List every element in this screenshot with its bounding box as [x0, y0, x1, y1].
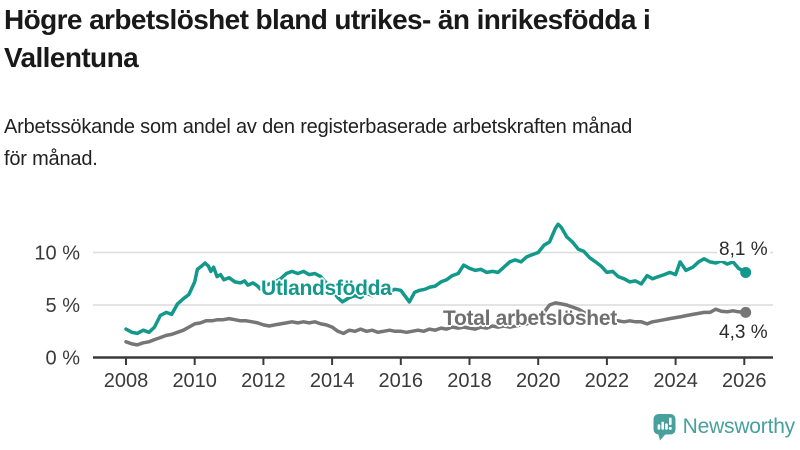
newsworthy-logo-text: Newsworthy — [682, 415, 796, 438]
newsworthy-logo[interactable]: Newsworthy — [653, 413, 795, 441]
x-tick-label-2010: 2010 — [172, 370, 217, 392]
x-tick-label-2018: 2018 — [447, 370, 492, 392]
line-series-utlandsfodda — [124, 222, 748, 336]
x-tick-label-2022: 2022 — [585, 370, 630, 392]
y-tick-label-10: 10 % — [34, 243, 80, 265]
x-tick-label-2014: 2014 — [310, 370, 355, 392]
page-title-line-2: Vallentuna — [4, 42, 139, 73]
y-tick-label-5: 5 % — [46, 295, 81, 317]
end-dot-utlandsfodda — [740, 266, 752, 278]
page-title-line-1: Högre arbetslöshet bland utrikes- än inr… — [4, 4, 651, 35]
page-subtitle-line-2: för månad. — [4, 148, 98, 170]
end-value-label-utlandsfodda: 8,1 % — [717, 239, 770, 261]
end-value-label-total: 4,3 % — [717, 322, 770, 344]
series-label-total-arbetsloshet: Total arbetslöshet — [443, 307, 617, 330]
newsworthy-logo-icon — [653, 414, 676, 441]
line-series-total — [124, 301, 748, 347]
x-tick-label-2024: 2024 — [653, 370, 698, 392]
x-tick-label-2016: 2016 — [379, 370, 424, 392]
x-tick-label-2008: 2008 — [104, 370, 149, 392]
page-subtitle-line-1: Arbetssökande som andel av den registerb… — [4, 116, 633, 138]
x-tick-label-2020: 2020 — [516, 370, 561, 392]
series-label-utlandsfodda: Utlandsfödda — [261, 277, 392, 300]
end-dot-total — [740, 306, 752, 318]
x-tick-label-2026: 2026 — [722, 370, 767, 392]
x-tick-label-2012: 2012 — [241, 370, 286, 392]
y-tick-label-0: 0 % — [46, 348, 81, 370]
